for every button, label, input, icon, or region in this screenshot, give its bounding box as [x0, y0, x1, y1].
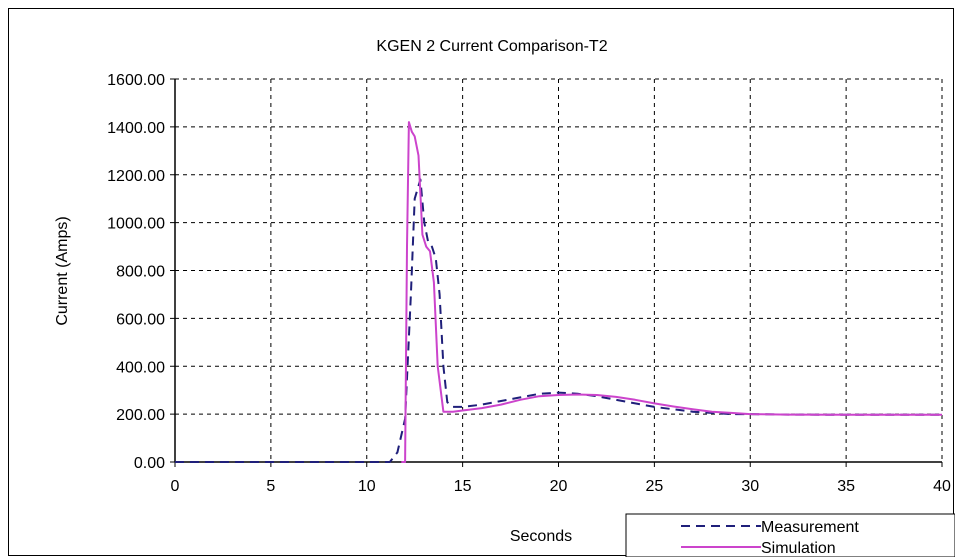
x-tick-label: 5	[266, 478, 275, 495]
x-tick-label: 40	[933, 478, 951, 495]
y-tick-label: 800.00	[116, 264, 165, 281]
x-tick-label: 15	[454, 478, 472, 495]
x-tick-label: 30	[741, 478, 759, 495]
legend: Measurement Simulation	[625, 513, 955, 557]
y-tick-label: 1400.00	[107, 120, 165, 137]
legend-measurement-label: Measurement	[761, 519, 859, 536]
y-tick-label: 1000.00	[107, 216, 165, 233]
y-axis-title: Current (Amps)	[54, 216, 71, 325]
legend-box	[625, 513, 955, 557]
x-tick-label: 0	[171, 478, 180, 495]
y-tick-label: 600.00	[116, 311, 165, 328]
series-line-measurement	[175, 178, 942, 463]
tick-layer: 0.00 200.00 400.00 600.00 800.00 1000.00 1200.…	[107, 72, 951, 495]
grid-layer	[170, 78, 943, 467]
series-line-simulation	[401, 121, 942, 463]
y-tick-label: 1200.00	[107, 168, 165, 185]
chart-frame: 0.00 200.00 400.00 600.00 800.00 1000.00 1200.…	[8, 8, 955, 557]
y-tick-label: 1600.00	[107, 72, 165, 89]
y-tick-label: 200.00	[116, 407, 165, 424]
x-axis-title: Seconds	[510, 528, 572, 545]
x-tick-label: 20	[550, 478, 568, 495]
y-tick-label: 0.00	[134, 455, 165, 472]
legend-simulation-label: Simulation	[761, 540, 836, 557]
x-tick-label: 35	[837, 478, 855, 495]
x-tick-label: 25	[645, 478, 663, 495]
chart-title: KGEN 2 Current Comparison-T2	[376, 38, 607, 55]
series-layer	[175, 121, 942, 463]
chart-svg: 0.00 200.00 400.00 600.00 800.00 1000.00 1200.…	[54, 38, 955, 557]
y-tick-label: 400.00	[116, 359, 165, 376]
x-tick-label: 10	[358, 478, 376, 495]
